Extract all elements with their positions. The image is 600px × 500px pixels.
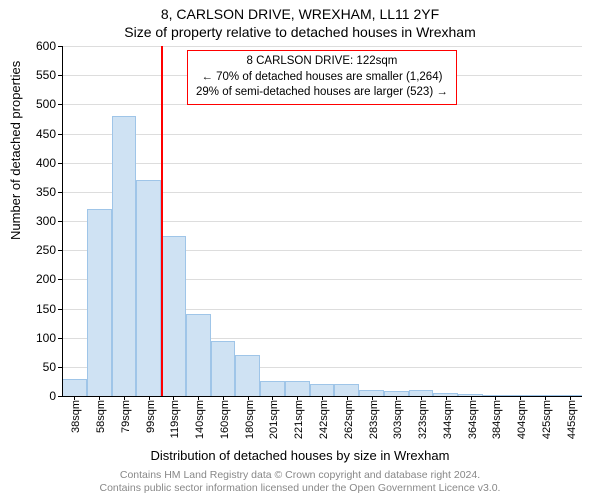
bar <box>310 384 335 396</box>
xtick-label: 344sqm <box>438 396 454 439</box>
bar <box>62 379 87 397</box>
title-sub: Size of property relative to detached ho… <box>0 22 600 40</box>
bar <box>186 314 211 396</box>
xtick-label: 160sqm <box>215 396 231 439</box>
gridline <box>62 134 582 135</box>
bar <box>161 236 186 396</box>
xtick-label: 262sqm <box>339 396 355 439</box>
bar <box>235 355 260 396</box>
xtick-label: 404sqm <box>512 396 528 439</box>
xtick-label: 201sqm <box>264 396 280 439</box>
xtick-label: 445sqm <box>562 396 578 439</box>
xtick-label: 242sqm <box>314 396 330 439</box>
bar <box>334 384 359 396</box>
callout-line-2: 29% of semi-detached houses are larger (… <box>196 85 448 101</box>
gridline <box>62 163 582 164</box>
gridline <box>62 46 582 47</box>
xtick-label: 38sqm <box>66 396 82 433</box>
plot-area: 05010015020025030035040045050055060038sq… <box>62 46 582 396</box>
xtick-label: 283sqm <box>364 396 380 439</box>
bar <box>285 381 310 396</box>
bar <box>112 116 137 396</box>
xtick-label: 425sqm <box>537 396 553 439</box>
y-axis-label: Number of detached properties <box>8 61 23 240</box>
callout-line-0: 8 CARLSON DRIVE: 122sqm <box>196 54 448 70</box>
xtick-label: 119sqm <box>165 396 181 438</box>
xtick-label: 221sqm <box>289 396 305 439</box>
callout-line-1: ← 70% of detached houses are smaller (1,… <box>196 70 448 86</box>
bar <box>211 341 236 396</box>
bar <box>136 180 161 396</box>
xtick-label: 323sqm <box>413 396 429 439</box>
xtick-label: 99sqm <box>141 396 157 433</box>
chart-container: 8, CARLSON DRIVE, WREXHAM, LL11 2YF Size… <box>0 0 600 500</box>
x-axis-label: Distribution of detached houses by size … <box>0 448 600 463</box>
xtick-label: 303sqm <box>388 396 404 439</box>
bar <box>260 381 285 396</box>
bar <box>87 209 112 396</box>
xtick-label: 140sqm <box>190 396 206 439</box>
xtick-label: 180sqm <box>240 396 256 439</box>
xtick-label: 79sqm <box>116 396 132 433</box>
attrib-line-1: Contains HM Land Registry data © Crown c… <box>120 469 480 481</box>
title-main: 8, CARLSON DRIVE, WREXHAM, LL11 2YF <box>0 0 600 22</box>
attrib-line-2: Contains public sector information licen… <box>100 482 501 494</box>
xtick-label: 58sqm <box>91 396 107 433</box>
xtick-label: 384sqm <box>487 396 503 439</box>
attribution: Contains HM Land Registry data © Crown c… <box>0 469 600 496</box>
callout-line <box>161 46 163 396</box>
xtick-label: 364sqm <box>463 396 479 439</box>
callout-box: 8 CARLSON DRIVE: 122sqm← 70% of detached… <box>187 50 457 105</box>
